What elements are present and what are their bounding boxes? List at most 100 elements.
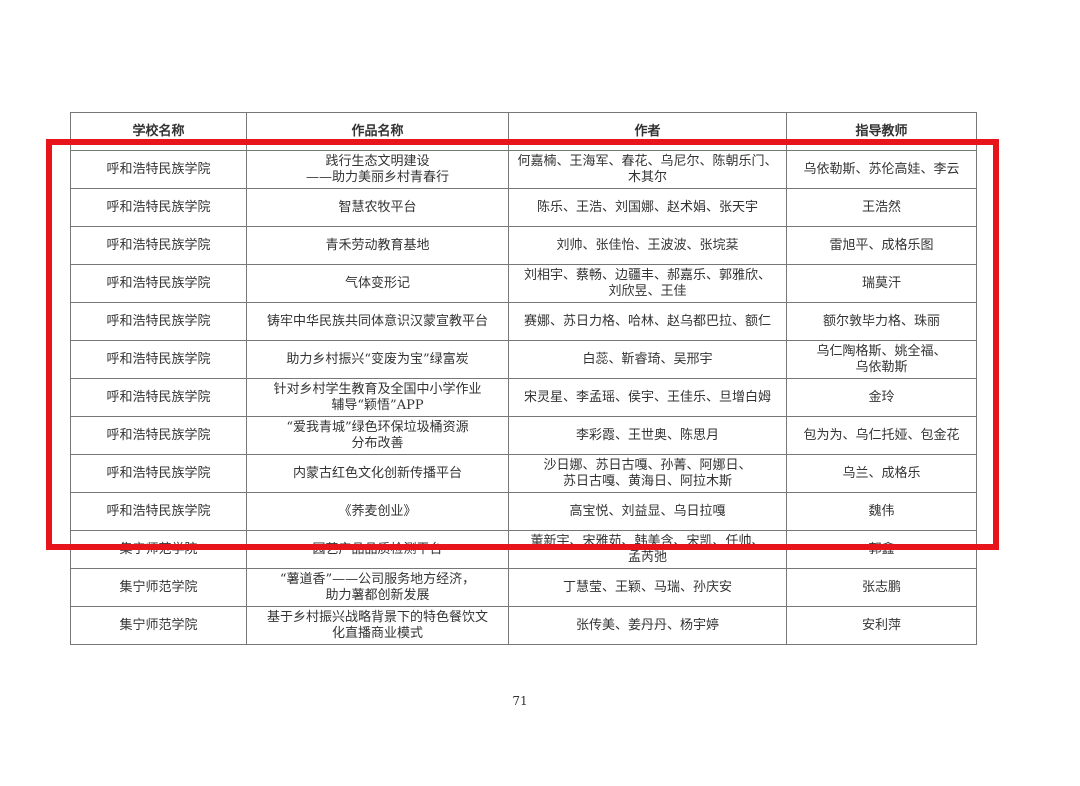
cell-work-title: “薯道香”——公司服务地方经济， 助力薯都创新发展 (246, 568, 509, 607)
advisor-text: 王浩然 (861, 199, 901, 215)
cell-advisor: 乌依勒斯、苏伦高娃、李云 (786, 150, 977, 189)
cell-school-name: 集宁师范学院 (70, 530, 247, 569)
cell-authors: 刘相宇、蔡畅、边疆丰、郝嘉乐、郭雅欣、 刘欣昱、王佳 (508, 264, 787, 303)
cell-authors: 董新宇、宋雅茹、韩美含、宋凯、任帅、 孟芮弛 (508, 530, 787, 569)
authors-text: 刘相宇、蔡畅、边疆丰、郝嘉乐、郭雅欣、 刘欣昱、王佳 (523, 267, 771, 299)
advisor-text: 张志鹏 (861, 579, 901, 595)
school-name-text: 呼和浩特民族学院 (106, 389, 211, 405)
cell-authors: 赛娜、苏日力格、哈林、赵乌都巴拉、额仁 (508, 302, 787, 341)
table-row: 呼和浩特民族学院 践行生态文明建设 ——助力美丽乡村青春行 何嘉楠、王海军、春花、乌… (70, 150, 977, 189)
cell-school-name: 呼和浩特民族学院 (70, 302, 247, 341)
authors-text: 李彩霞、王世奥、陈思月 (575, 427, 719, 443)
cell-work-title: 园艺产品品质检测平台 (246, 530, 509, 569)
cell-advisor: 额尔敦毕力格、珠丽 (786, 302, 977, 341)
cell-authors: 张传美、姜丹丹、杨宇婷 (508, 606, 787, 645)
cell-authors: 李彩霞、王世奥、陈思月 (508, 416, 787, 455)
work-title-text: “爱我青城”绿色环保垃圾桶资源 分布改善 (286, 419, 469, 451)
authors-text: 陈乐、王浩、刘国娜、赵术娟、张天宇 (536, 199, 758, 215)
cell-work-title: 铸牢中华民族共同体意识汉蒙宣教平台 (246, 302, 509, 341)
advisor-text: 金玲 (868, 389, 895, 405)
column-header-school-name: 学校名称 (70, 112, 247, 151)
school-name-text: 呼和浩特民族学院 (106, 503, 211, 519)
cell-advisor: 乌仁陶格斯、姚全福、 乌依勒斯 (786, 340, 977, 379)
school-name-text: 呼和浩特民族学院 (106, 199, 211, 215)
table-row: 呼和浩特民族学院 青禾劳动教育基地 刘帅、张佳怡、王波波、张垸棻 雷旭平、成格乐图 (70, 226, 977, 265)
authors-text: 宋灵星、李孟瑶、侯宇、王佳乐、旦增白姆 (523, 389, 771, 405)
advisor-text: 雷旭平、成格乐图 (829, 237, 934, 253)
cell-advisor: 安利萍 (786, 606, 977, 645)
table-row: 呼和浩特民族学院 助力乡村振兴“变废为宝”绿富炭 白蕊、靳睿琦、吴邢宇 乌仁陶格斯、姚… (70, 340, 977, 379)
table-row: 呼和浩特民族学院 《荞麦创业》 高宝悦、刘益显、乌日拉嘎 魏伟 (70, 492, 977, 531)
cell-school-name: 呼和浩特民族学院 (70, 492, 247, 531)
cell-work-title: 青禾劳动教育基地 (246, 226, 509, 265)
school-name-text: 呼和浩特民族学院 (106, 427, 211, 443)
authors-text: 董新宇、宋雅茹、韩美含、宋凯、任帅、 孟芮弛 (530, 533, 765, 565)
work-title-text: “薯道香”——公司服务地方经济， 助力薯都创新发展 (279, 571, 476, 603)
work-title-text: 助力乡村振兴“变废为宝”绿富炭 (286, 351, 469, 367)
cell-school-name: 呼和浩特民族学院 (70, 454, 247, 493)
table-row: 呼和浩特民族学院 “爱我青城”绿色环保垃圾桶资源 分布改善 李彩霞、王世奥、陈思月 包… (70, 416, 977, 455)
awards-table: 学校名称 作品名称 作者 指导教师 呼和浩特民族学院 践行生态文明建设 ——助力美丽乡村… (70, 112, 977, 645)
cell-school-name: 呼和浩特民族学院 (70, 264, 247, 303)
cell-authors: 白蕊、靳睿琦、吴邢宇 (508, 340, 787, 379)
authors-text: 沙日娜、苏日古嘎、孙菁、阿娜日、 苏日古嘎、黄海日、阿拉木斯 (543, 457, 752, 489)
cell-authors: 何嘉楠、王海军、春花、乌尼尔、陈朝乐门、 木其尔 (508, 150, 787, 189)
work-title-text: 气体变形记 (344, 275, 410, 291)
table-row: 呼和浩特民族学院 铸牢中华民族共同体意识汉蒙宣教平台 赛娜、苏日力格、哈林、赵乌都巴… (70, 302, 977, 341)
authors-text: 张传美、姜丹丹、杨宇婷 (575, 617, 719, 633)
table-row: 集宁师范学院 “薯道香”——公司服务地方经济， 助力薯都创新发展 丁慧莹、王颖、马瑞… (70, 568, 977, 607)
school-name-text: 呼和浩特民族学院 (106, 275, 211, 291)
work-title-text: 园艺产品品质检测平台 (312, 541, 443, 557)
cell-school-name: 呼和浩特民族学院 (70, 226, 247, 265)
school-name-text: 呼和浩特民族学院 (106, 313, 211, 329)
cell-work-title: 智慧农牧平台 (246, 188, 509, 227)
cell-advisor: 金玲 (786, 378, 977, 417)
work-title-text: 铸牢中华民族共同体意识汉蒙宣教平台 (266, 313, 488, 329)
table-row: 呼和浩特民族学院 内蒙古红色文化创新传播平台 沙日娜、苏日古嘎、孙菁、阿娜日、 苏日… (70, 454, 977, 493)
cell-authors: 高宝悦、刘益显、乌日拉嘎 (508, 492, 787, 531)
school-name-text: 呼和浩特民族学院 (106, 161, 211, 177)
advisor-text: 瑞莫汗 (861, 275, 901, 291)
advisor-text: 乌仁陶格斯、姚全福、 乌依勒斯 (816, 343, 947, 375)
table-row: 呼和浩特民族学院 气体变形记 刘相宇、蔡畅、边疆丰、郝嘉乐、郭雅欣、 刘欣昱、王佳 瑞… (70, 264, 977, 303)
cell-school-name: 呼和浩特民族学院 (70, 150, 247, 189)
cell-work-title: 践行生态文明建设 ——助力美丽乡村青春行 (246, 150, 509, 189)
column-header-advisor: 指导教师 (786, 112, 977, 151)
work-title-text: 针对乡村学生教育及全国中小学作业 辅导“颖悟”APP (273, 381, 482, 413)
cell-school-name: 呼和浩特民族学院 (70, 378, 247, 417)
authors-text: 丁慧莹、王颖、马瑞、孙庆安 (562, 579, 732, 595)
cell-advisor: 郭鑫 (786, 530, 977, 569)
cell-school-name: 呼和浩特民族学院 (70, 340, 247, 379)
cell-work-title: 《荞麦创业》 (246, 492, 509, 531)
advisor-text: 郭鑫 (868, 541, 895, 557)
cell-school-name: 集宁师范学院 (70, 606, 247, 645)
work-title-text: 青禾劳动教育基地 (325, 237, 430, 253)
authors-text: 高宝悦、刘益显、乌日拉嘎 (569, 503, 726, 519)
table-row: 呼和浩特民族学院 智慧农牧平台 陈乐、王浩、刘国娜、赵术娟、张天宇 王浩然 (70, 188, 977, 227)
cell-authors: 宋灵星、李孟瑶、侯宇、王佳乐、旦增白姆 (508, 378, 787, 417)
cell-work-title: 针对乡村学生教育及全国中小学作业 辅导“颖悟”APP (246, 378, 509, 417)
cell-advisor: 王浩然 (786, 188, 977, 227)
advisor-text: 乌兰、成格乐 (842, 465, 921, 481)
cell-advisor: 瑞莫汗 (786, 264, 977, 303)
authors-text: 赛娜、苏日力格、哈林、赵乌都巴拉、额仁 (523, 313, 771, 329)
table-body: 呼和浩特民族学院 践行生态文明建设 ——助力美丽乡村青春行 何嘉楠、王海军、春花、乌… (70, 150, 977, 645)
advisor-text: 魏伟 (868, 503, 895, 519)
work-title-text: 《荞麦创业》 (338, 503, 417, 519)
table-row: 集宁师范学院 园艺产品品质检测平台 董新宇、宋雅茹、韩美含、宋凯、任帅、 孟芮弛 郭鑫 (70, 530, 977, 569)
column-header-authors: 作者 (508, 112, 787, 151)
school-name-text: 呼和浩特民族学院 (106, 237, 211, 253)
cell-authors: 丁慧莹、王颖、马瑞、孙庆安 (508, 568, 787, 607)
cell-authors: 沙日娜、苏日古嘎、孙菁、阿娜日、 苏日古嘎、黄海日、阿拉木斯 (508, 454, 787, 493)
cell-work-title: 内蒙古红色文化创新传播平台 (246, 454, 509, 493)
page-number: 71 (512, 694, 528, 708)
cell-advisor: 雷旭平、成格乐图 (786, 226, 977, 265)
work-title-text: 践行生态文明建设 ——助力美丽乡村青春行 (305, 153, 449, 185)
cell-school-name: 呼和浩特民族学院 (70, 416, 247, 455)
work-title-text: 基于乡村振兴战略背景下的特色餐饮文 化直播商业模式 (266, 609, 488, 641)
cell-school-name: 集宁师范学院 (70, 568, 247, 607)
cell-authors: 陈乐、王浩、刘国娜、赵术娟、张天宇 (508, 188, 787, 227)
cell-work-title: 基于乡村振兴战略背景下的特色餐饮文 化直播商业模式 (246, 606, 509, 645)
table-row: 呼和浩特民族学院 针对乡村学生教育及全国中小学作业 辅导“颖悟”APP 宋灵星、李孟… (70, 378, 977, 417)
cell-work-title: 助力乡村振兴“变废为宝”绿富炭 (246, 340, 509, 379)
